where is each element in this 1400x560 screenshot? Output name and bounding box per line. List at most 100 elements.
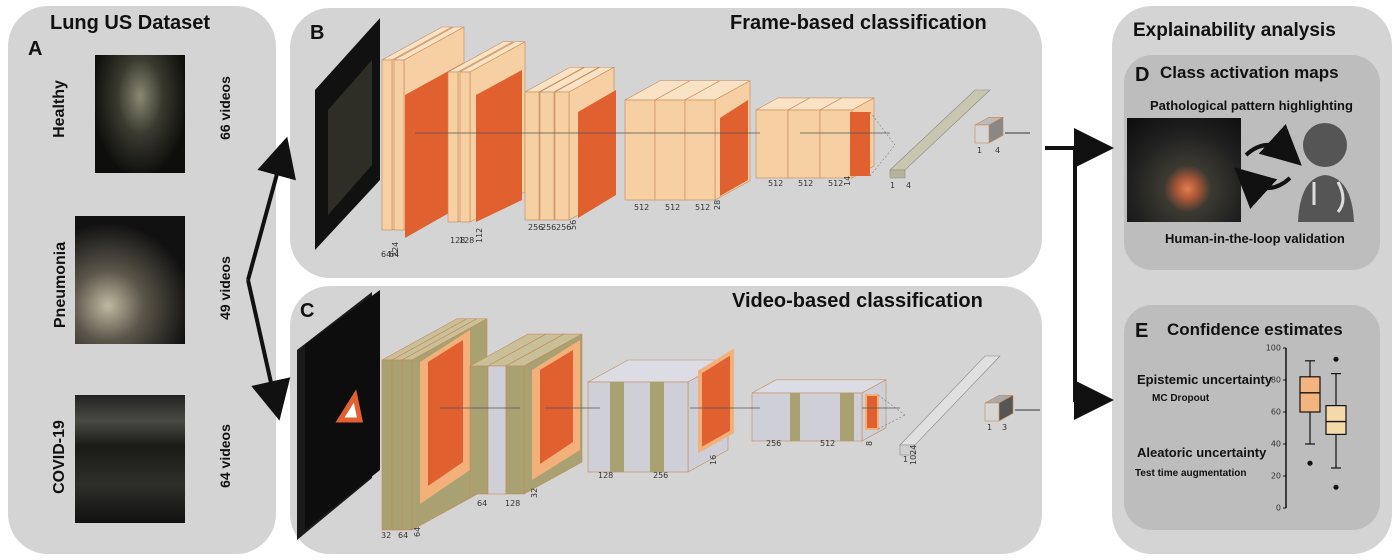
frame-dim-label-7: 256 [541,223,556,232]
video-dim-label-0: 32 [381,531,391,540]
cam-refresh-arrow-top [1244,124,1302,166]
confidence-letter: E [1135,320,1149,342]
video-dim-label-13: 1024 [909,445,918,465]
video-title: Video-based classification [732,290,983,312]
video-conv1-1-face [391,359,403,531]
frame-dim-label-9: 56 [569,220,578,230]
video-conv3-block-face [587,381,689,473]
epistemic-method: MC Dropout [1152,393,1210,404]
doctor-icon [1298,123,1354,222]
covid-ultrasound-image [75,395,185,523]
video-input-stack [305,290,380,530]
frame-output-face [974,124,990,144]
video-conv2-1-face [487,365,507,495]
aleatoric-method: Test time augmentation [1135,468,1247,479]
confidence-boxplot: 0 20 40 60 80 100 [1266,344,1347,513]
frame-dim-label-1: 64 [389,250,399,259]
dataset-title: Lung US Dataset [50,12,211,34]
box-1-outlier-0 [1333,484,1339,490]
video-conv3-band-b [650,382,664,472]
video-dim-label-14: 1 [987,423,992,432]
frame-dim-label-20: 1 [977,146,982,155]
frame-dim-label-5: 112 [475,228,484,243]
arrow-to-video [246,279,291,421]
pneumonia-ultrasound-image [75,216,185,344]
box-1-iqr [1325,405,1347,436]
video-dim-label-9: 256 [766,439,781,448]
frame-dim-label-2: 224 [391,242,400,257]
cam-subtitle: Pathological pattern highlighting [1150,98,1353,113]
frame-conv5-1-face [787,109,821,179]
video-conv4-proj-2 [877,394,906,416]
frame-dim-label-19: 4 [906,181,911,190]
arrow-to-frame [246,136,296,281]
video-conv1-activation [428,340,463,486]
frame-dim-label-16: 512 [828,179,843,188]
video-dim-label-5: 32 [530,488,539,498]
explain-title: Explainability analysis [1133,20,1336,41]
video-dense-top [899,355,1001,446]
frame-conv2-1-face [459,71,471,223]
frame-dim-label-6: 256 [528,223,543,232]
video-conv4-band-b [840,393,854,441]
frame-dim-label-11: 512 [665,203,680,212]
video-output-face [984,402,1000,422]
frame-conv3-2-face [554,91,570,221]
video-dim-label-3: 64 [477,499,487,508]
frame-conv5-activation [850,112,870,176]
frame-conv1-0-face [381,59,393,231]
frame-conv4-1-face [654,99,686,201]
frame-conv3-activation [578,90,616,218]
frame-conv2-activation [476,70,522,222]
frame-dim-label-8: 256 [556,223,571,232]
frame-conv5-proj-2 [869,111,896,146]
frame-dim-label-21: 4 [995,146,1000,155]
frame-conv4-activation [720,100,748,196]
video-conv1-0-face [381,359,393,531]
box-0-outlier-0 [1307,460,1313,466]
video-dim-label-12: 1 [903,455,908,464]
frame-dim-label-17: 14 [843,176,852,186]
arrow-to-confidence [1073,148,1114,420]
box-0-iqr [1299,376,1321,413]
video-conv3-activation [698,348,734,454]
boxplot-ytick-label-1: 20 [1271,472,1281,481]
video-conv4-proj-3 [877,414,906,430]
frame-conv5-proj-3 [869,144,896,177]
cam-heatmap-image [1127,118,1241,222]
frame-title: Frame-based classification [730,12,987,34]
video-roi-marker [335,389,364,423]
frame-conv5-2-face [819,109,853,179]
video-dense-face [899,444,916,456]
cam-refresh-arrow-bottom [1234,167,1292,209]
video-dim-label-2: 64 [413,527,422,537]
video-dim-label-15: 3 [1002,423,1007,432]
aleatoric-label: Aleatoric uncertainty [1137,445,1267,460]
frame-dim-label-4: 128 [459,236,474,245]
epistemic-label: Epistemic uncertainty [1137,372,1273,387]
video-conv4-band-a [790,393,800,441]
video-conv2-2-face [505,365,525,495]
video-conv1-2-face [401,359,413,531]
frame-dim-label-10: 512 [634,203,649,212]
video-dim-label-6: 128 [598,471,613,480]
frame-dim-label-14: 512 [768,179,783,188]
frame-conv5-0-face [755,109,789,179]
video-dim-label-10: 512 [820,439,835,448]
box-1-outlier-1 [1333,356,1339,362]
cam-title: Class activation maps [1160,63,1339,82]
video-dim-label-11: 8 [865,441,874,446]
dataset-letter: A [28,38,43,60]
cam-letter: D [1135,64,1150,86]
boxplot-ytick-label-2: 40 [1271,440,1281,449]
frame-dim-label-12: 512 [695,203,710,212]
video-conv2-activation [540,350,573,464]
frame-dim-label-3: 128 [450,236,465,245]
boxplot-ytick-label-0: 0 [1276,504,1281,513]
frame-dense-face [889,169,906,179]
video-letter: C [300,300,315,322]
frame-conv4-2-face [684,99,716,201]
video-dim-label-8: 16 [709,455,718,465]
